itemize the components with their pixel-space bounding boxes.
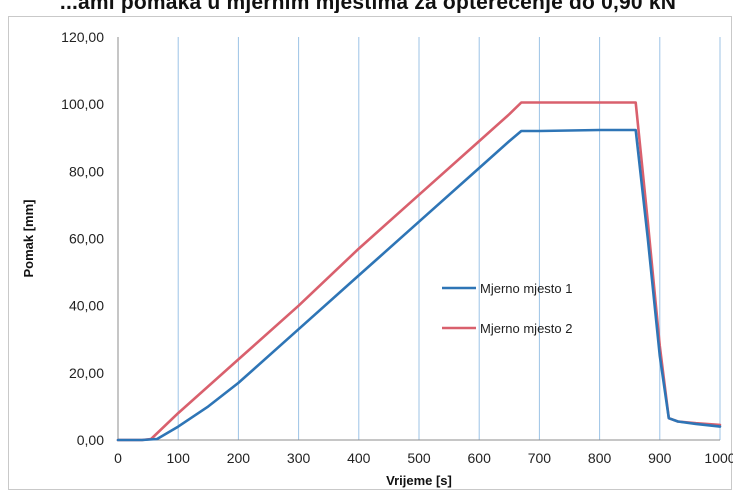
x-tick-label: 600: [468, 450, 492, 466]
chart-title: ...ami pomaka u mjernim mjestima za opte…: [59, 0, 677, 13]
y-tick-label: 20,00: [69, 365, 104, 381]
x-tick-label: 400: [347, 450, 371, 466]
y-tick-label: 60,00: [69, 231, 104, 247]
vertical-grid: [177, 37, 721, 440]
x-tick-label: 300: [287, 450, 311, 466]
x-tick-label: 900: [648, 450, 672, 466]
chart-frame: 0 100 200 300 400 500 600 700 800 900 1000 0,00 20,…: [8, 16, 733, 490]
y-tick-label: 0,00: [77, 432, 104, 448]
x-tick-label: 0: [114, 450, 122, 466]
series-line-mjerno-mjesto-1: [116, 128, 722, 442]
y-tick-labels: 0,00 20,00 40,00 60,00 80,00 100,00 120,00: [61, 29, 104, 448]
y-tick-label: 80,00: [69, 163, 104, 179]
legend: Mjerno mjesto 1 Mjerno mjesto 2: [442, 281, 572, 336]
y-tick-label: 100,00: [61, 96, 104, 112]
x-tick-label: 200: [227, 450, 251, 466]
y-tick-label: 120,00: [61, 29, 104, 45]
legend-entry-label: Mjerno mjesto 1: [480, 281, 572, 296]
x-tick-labels: 0 100 200 300 400 500 600 700 800 900 1000: [114, 450, 733, 466]
series-lines: [116, 101, 722, 442]
line-chart: 0 100 200 300 400 500 600 700 800 900 1000 0,00 20,…: [21, 29, 733, 488]
x-tick-label: 700: [528, 450, 552, 466]
x-axis-label: Vrijeme [s]: [386, 473, 452, 488]
x-tick-label: 100: [167, 450, 191, 466]
y-axis-label: Pomak [mm]: [21, 199, 36, 277]
y-tick-label: 40,00: [69, 298, 104, 314]
legend-entry-label: Mjerno mjesto 2: [480, 321, 572, 336]
x-tick-label: 1000: [704, 450, 733, 466]
x-tick-label: 800: [588, 450, 612, 466]
x-tick-label: 500: [407, 450, 431, 466]
